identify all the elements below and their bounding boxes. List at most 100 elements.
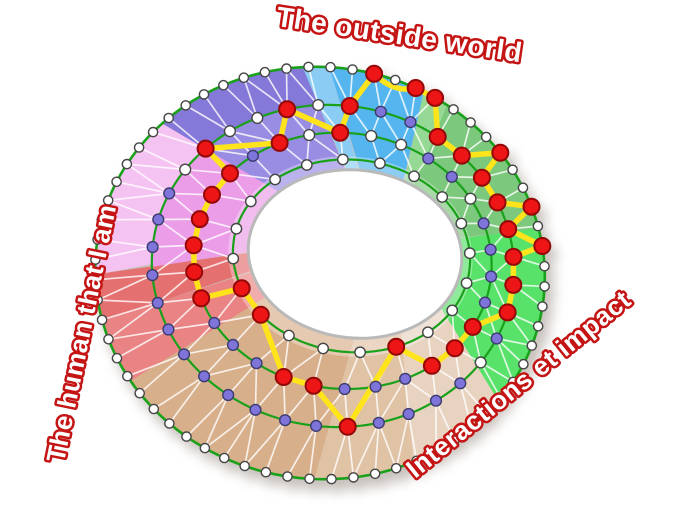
wheel-node[interactable] bbox=[484, 243, 497, 256]
wheel-node[interactable] bbox=[304, 473, 315, 485]
wheel-node[interactable] bbox=[480, 131, 492, 143]
path-node[interactable] bbox=[331, 123, 350, 142]
wheel-node[interactable] bbox=[465, 117, 476, 128]
wheel-node[interactable] bbox=[481, 408, 493, 420]
wheel-node[interactable] bbox=[227, 252, 240, 265]
wheel-node[interactable] bbox=[347, 64, 358, 75]
wheel-node[interactable] bbox=[369, 380, 382, 393]
wheel-node[interactable] bbox=[244, 195, 257, 208]
wheel-node[interactable] bbox=[454, 377, 467, 390]
path-node[interactable] bbox=[491, 143, 510, 162]
path-node[interactable] bbox=[422, 356, 441, 375]
wheel-node[interactable] bbox=[92, 234, 103, 245]
path-node[interactable] bbox=[304, 376, 323, 395]
wheel-node[interactable] bbox=[507, 376, 519, 388]
wheel-node[interactable] bbox=[365, 129, 378, 143]
wheel-node[interactable] bbox=[518, 358, 529, 370]
wheel-node[interactable] bbox=[238, 72, 250, 83]
path-node[interactable] bbox=[278, 100, 297, 119]
wheel-node[interactable] bbox=[317, 342, 329, 355]
wheel-node[interactable] bbox=[151, 296, 164, 310]
path-node[interactable] bbox=[463, 317, 482, 336]
path-node[interactable] bbox=[340, 97, 359, 115]
wheel-node[interactable] bbox=[436, 191, 449, 203]
wheel-node[interactable] bbox=[312, 98, 325, 112]
path-node[interactable] bbox=[428, 127, 447, 146]
wheel-node[interactable] bbox=[395, 138, 408, 151]
path-node[interactable] bbox=[232, 279, 251, 298]
wheel-node[interactable] bbox=[429, 394, 443, 407]
wheel-node[interactable] bbox=[198, 89, 210, 100]
wheel-node[interactable] bbox=[152, 213, 165, 226]
wheel-node[interactable] bbox=[90, 254, 101, 265]
path-node[interactable] bbox=[472, 168, 491, 187]
wheel-node[interactable] bbox=[325, 61, 336, 73]
path-node[interactable] bbox=[504, 247, 523, 266]
wheel-node[interactable] bbox=[507, 164, 518, 176]
wheel-node[interactable] bbox=[269, 173, 281, 186]
wheel-node[interactable] bbox=[180, 100, 191, 111]
wheel-node[interactable] bbox=[338, 382, 351, 396]
wheel-node[interactable] bbox=[122, 370, 133, 382]
wheel-node[interactable] bbox=[199, 442, 211, 454]
path-node[interactable] bbox=[185, 263, 204, 281]
wheel-node[interactable] bbox=[372, 416, 385, 429]
wheel-node[interactable] bbox=[445, 170, 458, 183]
wheel-node[interactable] bbox=[336, 153, 349, 166]
path-node[interactable] bbox=[221, 164, 239, 183]
path-node[interactable] bbox=[196, 139, 215, 158]
wheel-node[interactable] bbox=[282, 471, 293, 482]
wheel-node[interactable] bbox=[111, 176, 122, 188]
path-node[interactable] bbox=[338, 417, 357, 436]
path-node[interactable] bbox=[274, 368, 293, 386]
path-node[interactable] bbox=[192, 289, 211, 308]
wheel-node[interactable] bbox=[222, 388, 235, 402]
path-node[interactable] bbox=[522, 197, 541, 216]
wheel-node[interactable] bbox=[249, 403, 262, 416]
wheel-node[interactable] bbox=[146, 240, 159, 254]
path-node[interactable] bbox=[387, 337, 406, 356]
wheel-node[interactable] bbox=[148, 403, 160, 415]
wheel-node[interactable] bbox=[239, 460, 250, 472]
path-node[interactable] bbox=[488, 193, 507, 212]
wheel-node[interactable] bbox=[164, 418, 175, 429]
wheel-node[interactable] bbox=[537, 301, 548, 312]
wheel-node[interactable] bbox=[390, 462, 402, 474]
wheel-node[interactable] bbox=[490, 332, 503, 345]
wheel-node[interactable] bbox=[477, 217, 490, 230]
wheel-node[interactable] bbox=[421, 326, 434, 339]
path-node[interactable] bbox=[499, 220, 518, 239]
path-node[interactable] bbox=[498, 303, 517, 322]
wheel-node[interactable] bbox=[134, 387, 145, 399]
wheel-node[interactable] bbox=[121, 158, 133, 170]
wheel-node[interactable] bbox=[259, 66, 271, 78]
wheel-node[interactable] bbox=[310, 419, 323, 433]
wheel-node[interactable] bbox=[146, 269, 159, 282]
wheel-node[interactable] bbox=[408, 170, 420, 183]
wheel-node[interactable] bbox=[448, 104, 459, 115]
wheel-node[interactable] bbox=[448, 435, 460, 446]
wheel-node[interactable] bbox=[485, 270, 498, 283]
wheel-node[interactable] bbox=[369, 468, 381, 480]
wheel-node[interactable] bbox=[465, 422, 477, 434]
wheel-node[interactable] bbox=[103, 333, 114, 345]
wheel-node[interactable] bbox=[348, 472, 359, 483]
wheel-node[interactable] bbox=[246, 149, 260, 162]
wheel-node[interactable] bbox=[411, 455, 422, 467]
wheel-node[interactable] bbox=[303, 61, 314, 73]
path-node[interactable] bbox=[270, 133, 289, 152]
wheel-node[interactable] bbox=[373, 157, 386, 170]
wheel-node[interactable] bbox=[539, 260, 550, 272]
wheel-node[interactable] bbox=[163, 112, 174, 124]
wheel-node[interactable] bbox=[300, 159, 313, 171]
path-node[interactable] bbox=[452, 146, 471, 165]
wheel-node[interactable] bbox=[526, 340, 538, 351]
wheel-node[interactable] bbox=[532, 320, 544, 332]
wheel-node[interactable] bbox=[455, 217, 468, 230]
wheel-node[interactable] bbox=[389, 74, 401, 86]
wheel-node[interactable] bbox=[354, 346, 366, 359]
wheel-node[interactable] bbox=[133, 142, 145, 153]
wheel-node[interactable] bbox=[430, 446, 442, 457]
wheel-node[interactable] bbox=[198, 370, 211, 383]
path-node[interactable] bbox=[251, 305, 270, 324]
